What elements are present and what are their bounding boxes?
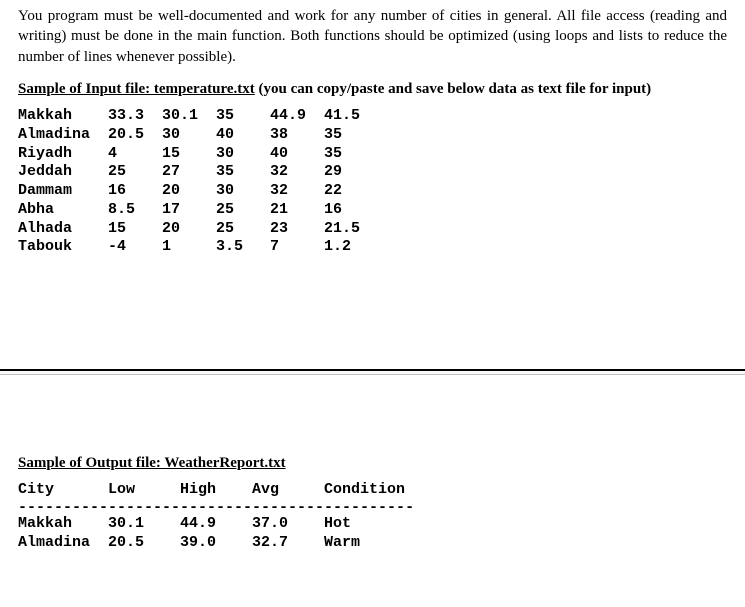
spacer: [18, 381, 727, 453]
output-file-heading-underlined: Sample of Output file: WeatherReport.txt: [18, 455, 286, 471]
output-file-heading: Sample of Output file: WeatherReport.txt: [18, 453, 727, 473]
intro-paragraph: You program must be well-documented and …: [18, 6, 727, 67]
output-table-rows: Makkah 30.1 44.9 37.0 Hot Almadina 20.5 …: [18, 515, 727, 553]
input-file-heading-underlined: Sample of Input file: temperature.txt: [18, 81, 255, 97]
input-file-heading: Sample of Input file: temperature.txt (y…: [18, 79, 727, 99]
document-content-lower: Sample of Output file: WeatherReport.txt…: [0, 375, 745, 553]
input-data-table: Makkah 33.3 30.1 35 44.9 41.5 Almadina 2…: [18, 107, 727, 257]
output-table-header: City Low High Avg Condition: [18, 481, 727, 500]
document-page: You program must be well-documented and …: [0, 0, 745, 607]
document-content: You program must be well-documented and …: [0, 0, 745, 257]
output-table-rule: ----------------------------------------…: [18, 500, 727, 515]
input-file-heading-rest: (you can copy/paste and save below data …: [255, 81, 651, 97]
